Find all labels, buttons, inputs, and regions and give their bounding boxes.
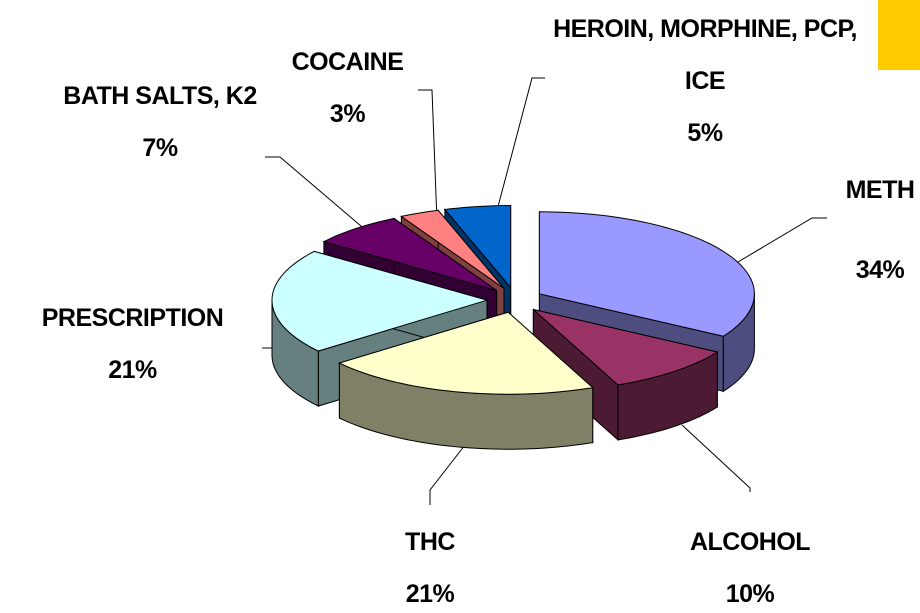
category-label: PRESCRIPTION (41, 304, 224, 332)
category-label: METH (845, 176, 915, 204)
category-label: BATH SALTS, K2 (63, 82, 257, 110)
leader-line (429, 444, 466, 505)
value-label: 21% (405, 580, 455, 608)
data-label: COCAINE 3% (255, 36, 440, 140)
leader-line (494, 77, 545, 219)
data-label: PRESCRIPTION 21% (0, 292, 265, 396)
data-label: HEROIN, MORPHINE, PCP, ICE 5% (540, 3, 870, 159)
category-label: THC (405, 528, 455, 556)
category-label: HEROIN, MORPHINE, PCP, ICE (553, 15, 857, 95)
value-label: 34% (855, 256, 905, 284)
slice-top (443, 205, 512, 289)
value-label: 21% (108, 356, 157, 384)
slice-top (322, 217, 497, 291)
category-label: COCAINE (291, 48, 404, 76)
leader-line (265, 156, 369, 233)
slice-top (271, 250, 489, 352)
value-label: 7% (142, 134, 178, 162)
value-label: 10% (725, 580, 775, 608)
leader-line (418, 89, 438, 223)
leader-line (737, 217, 827, 263)
category-label: ALCOHOL (689, 528, 811, 556)
decoration (878, 0, 920, 70)
value-label: 3% (329, 100, 366, 128)
slice-top (338, 311, 594, 395)
data-label: ALCOHOL 10% (640, 516, 860, 613)
leader-lines (262, 77, 827, 505)
slice-top (400, 209, 505, 289)
data-label: BATH SALTS, K2 7% (50, 70, 270, 174)
slice-top (538, 211, 755, 337)
leader-line (681, 424, 751, 492)
data-label: THC 21% (330, 516, 530, 613)
value-label: 5% (687, 119, 723, 147)
slice (338, 311, 594, 450)
data-label: METH 34% (810, 164, 920, 296)
slice-top (533, 309, 719, 386)
